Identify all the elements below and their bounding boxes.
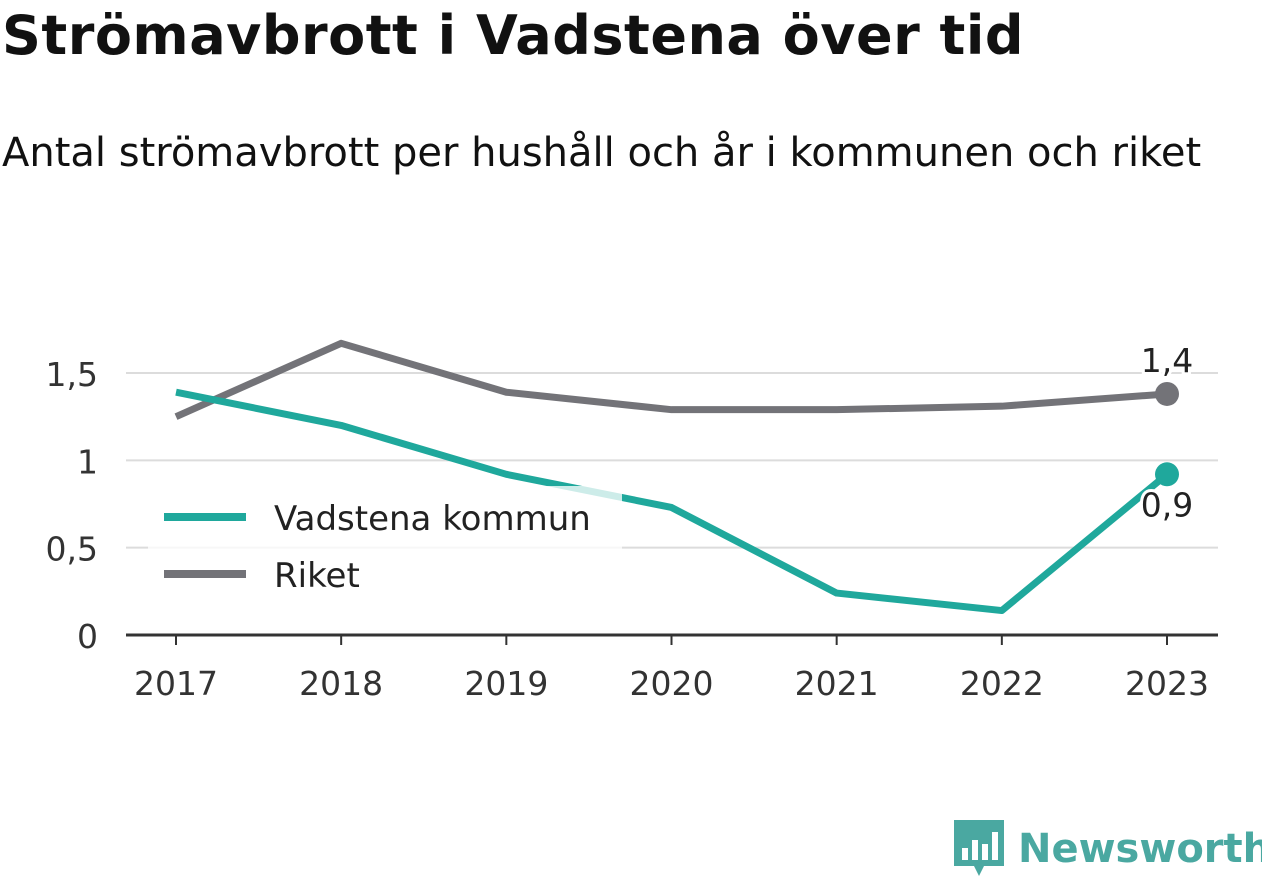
y-tick-label: 0,5	[46, 530, 98, 569]
end-value-label: 0,9	[1141, 485, 1193, 524]
end-point	[1155, 462, 1179, 487]
x-tick-label: 2018	[299, 664, 383, 703]
x-tick-label: 2023	[1125, 664, 1209, 703]
end-value-label: 1,4	[1141, 341, 1193, 380]
series-line-vadstena-kommun	[175, 388, 1170, 615]
newsworthy-logo-icon	[954, 820, 1004, 876]
x-tick-label: 2019	[464, 664, 548, 703]
chart-title: Strömavbrott i Vadstena över tid	[2, 4, 1024, 67]
legend-label: Vadstena kommun	[274, 499, 591, 539]
legend: Vadstena kommun Riket	[148, 486, 622, 608]
y-axis-labels: 0 0,5 1 1,5	[46, 355, 98, 656]
legend-background	[148, 486, 622, 608]
end-point	[1155, 381, 1179, 406]
x-tick-label: 2017	[134, 664, 218, 703]
legend-label: Riket	[274, 556, 360, 596]
y-tick-label: 1,5	[46, 355, 98, 394]
x-tick-label: 2022	[960, 664, 1044, 703]
x-tick-label: 2021	[795, 664, 879, 703]
x-tick-label: 2020	[630, 664, 714, 703]
series-line-riket	[174, 339, 1168, 420]
x-axis: 2017 2018 2019 2020 2021 2022 2023	[126, 633, 1218, 703]
y-tick-label: 1	[77, 442, 98, 481]
chart-subtitle: Antal strömavbrott per hushåll och år i …	[2, 130, 1202, 176]
brand: Newsworthy	[952, 818, 1262, 880]
series-lines	[174, 339, 1179, 615]
end-labels: 0,9 1,4	[1138, 338, 1196, 527]
brand-name: Newsworthy	[1018, 826, 1262, 872]
y-tick-label: 0	[77, 617, 98, 656]
